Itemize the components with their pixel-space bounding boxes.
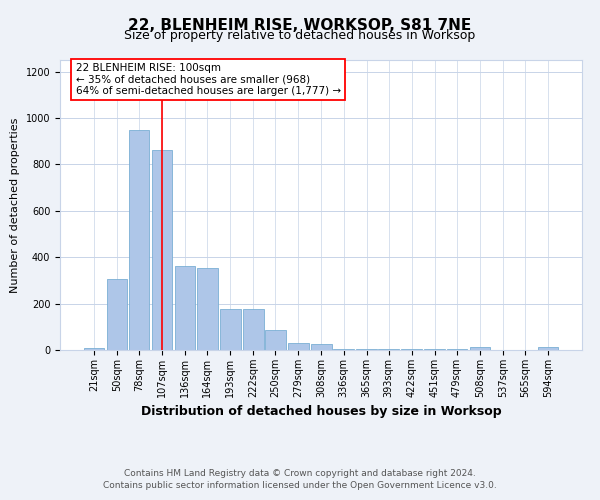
Bar — [379, 349, 399, 350]
Text: 22, BLENHEIM RISE, WORKSOP, S81 7NE: 22, BLENHEIM RISE, WORKSOP, S81 7NE — [128, 18, 472, 32]
Bar — [470, 346, 490, 350]
Text: Size of property relative to detached houses in Worksop: Size of property relative to detached ho… — [124, 29, 476, 42]
Bar — [243, 310, 263, 350]
Bar — [197, 268, 218, 350]
Text: 22 BLENHEIM RISE: 100sqm
← 35% of detached houses are smaller (968)
64% of semi-: 22 BLENHEIM RISE: 100sqm ← 35% of detach… — [76, 63, 341, 96]
Bar — [424, 349, 445, 350]
Bar — [84, 348, 104, 350]
Text: Contains HM Land Registry data © Crown copyright and database right 2024.: Contains HM Land Registry data © Crown c… — [124, 468, 476, 477]
Bar — [265, 330, 286, 350]
Bar — [107, 279, 127, 350]
Bar — [311, 344, 332, 350]
X-axis label: Distribution of detached houses by size in Worksop: Distribution of detached houses by size … — [140, 406, 502, 418]
Bar — [538, 346, 558, 350]
Bar — [129, 130, 149, 350]
Bar — [220, 310, 241, 350]
Bar — [175, 266, 196, 350]
Bar — [401, 349, 422, 350]
Bar — [446, 349, 467, 350]
Bar — [288, 343, 309, 350]
Bar — [333, 349, 354, 350]
Bar — [152, 150, 172, 350]
Y-axis label: Number of detached properties: Number of detached properties — [10, 118, 20, 292]
Text: Contains public sector information licensed under the Open Government Licence v3: Contains public sector information licen… — [103, 481, 497, 490]
Bar — [356, 349, 377, 350]
